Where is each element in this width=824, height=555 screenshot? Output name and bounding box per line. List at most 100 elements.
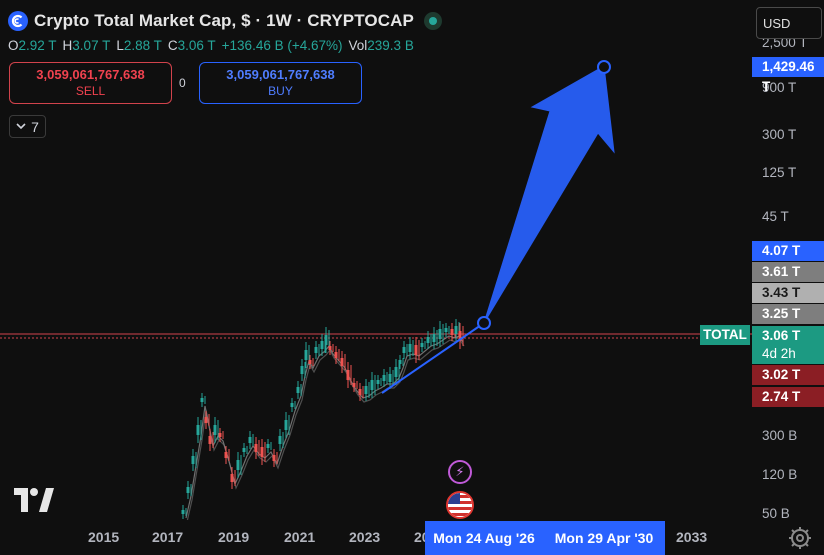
price-tag-target: 1,429.46 T [752,57,824,94]
candle-body [394,367,398,377]
x-axis-label: 2021 [284,529,316,545]
price-tag: 3.61 T [752,262,824,282]
buy-button[interactable]: 3,059,061,767,638 BUY [199,62,362,104]
candle-body [308,360,312,364]
arrow-handle-start [477,316,491,330]
series-label: TOTAL [700,325,750,345]
open-key: O [8,38,19,53]
gear-icon[interactable] [788,526,812,550]
market-status-icon[interactable] [423,12,442,30]
spread-value: 0 [179,76,186,90]
x-axis-label: 2019 [218,529,250,545]
us-flag-icon[interactable] [446,491,474,519]
ohlc-legend: O2.92 T H3.07 T L2.88 T C3.06 T +136.46 … [8,38,414,53]
y-axis-label: 125 T [762,165,797,180]
price-tag: 2.74 T [752,387,824,407]
candle-body [320,341,324,349]
sell-button[interactable]: 3,059,061,767,638 SELL [9,62,172,104]
change-value: +136.46 B (+4.67%) [221,38,343,53]
volume-value: 239.3 B [367,38,414,53]
indicators-toggle[interactable]: 7 [9,115,46,138]
candle-body [300,366,304,374]
moving-average-1 [185,335,464,519]
candle-body [328,346,332,350]
candle-body [426,337,430,343]
y-axis-label: 300 T [762,127,797,142]
candle-body [334,352,338,358]
buy-price: 3,059,061,767,638 [226,67,335,82]
candle-body [408,344,412,352]
candle-body [420,343,424,347]
lightning-icon[interactable]: ⚡ [448,460,472,484]
candle-body [230,474,234,482]
candle-body [254,444,258,452]
candle-body [218,433,222,437]
chart-header: Crypto Total Market Cap, $ · 1W · CRYPTO… [8,9,442,33]
candle-body [340,358,344,366]
candle-body [376,380,380,384]
indicators-count: 7 [31,118,39,135]
y-axis-label: 45 T [762,209,789,224]
chevron-down-icon [16,123,26,130]
price-tag: 3.43 T [752,283,824,303]
candle-body [224,452,228,458]
candle-body [352,383,356,387]
symbol-title[interactable]: Crypto Total Market Cap, $ · 1W · CRYPTO… [34,11,414,30]
candle-body [438,329,442,339]
candle-body [346,370,350,380]
candle-body [458,331,462,341]
candle-body [370,380,374,390]
price-tag: 4.07 T [752,241,824,261]
volume-key: Vol [348,38,368,53]
candle-body [260,447,264,457]
candle-body [186,487,190,493]
open-value: 2.92 T [18,38,57,53]
x-axis-label: 2017 [152,529,184,545]
crosshair-date-start: Mon 24 Aug '26 [425,521,543,555]
sell-label: SELL [75,84,106,98]
tradingview-logo[interactable] [14,482,54,518]
candle-body [358,389,362,395]
candle-body [444,328,448,332]
y-axis-label: 300 B [762,428,798,443]
x-axis-label: 2033 [676,529,708,545]
candle-body [196,425,200,435]
candle-body [191,456,195,464]
candle-body [290,403,294,407]
candle-body [450,329,454,335]
currency-selector[interactable]: USD [756,7,822,39]
y-axis-label: 900 T [762,80,797,95]
last-price-tag: 3.06 T [752,326,824,346]
bar-countdown: 4d 2h [752,344,824,364]
y-axis-label: 120 B [762,467,798,482]
price-tag: 3.25 T [752,304,824,324]
sell-price: 3,059,061,767,638 [36,67,145,82]
candle-body [402,347,406,353]
candle-body [204,417,208,423]
candle-body [266,444,270,448]
candle-body [213,425,217,435]
crosshair-date-end: Mon 29 Apr '30 [543,521,665,555]
price-tag: 3.02 T [752,365,824,385]
x-axis-label: 2015 [88,529,120,545]
candle-body [414,345,418,355]
candle-body [236,460,240,470]
candle-body [278,436,282,444]
high-value: 3.07 T [72,38,111,53]
candle-body [364,386,368,394]
buy-label: BUY [268,84,293,98]
close-value: 3.06 T [177,38,216,53]
low-value: 2.88 T [123,38,162,53]
moving-average-2 [186,339,465,520]
candle-body [304,350,308,360]
chart-pane[interactable] [0,0,752,520]
candle-body [208,436,212,444]
crypto-c-icon [8,11,28,31]
high-key: H [62,38,73,53]
candle-body [296,387,300,393]
candle-body [248,437,252,443]
arrow-handle-end [597,60,611,74]
candle-body [181,510,185,514]
x-axis-label: 2023 [349,529,381,545]
candle-body [242,448,246,452]
